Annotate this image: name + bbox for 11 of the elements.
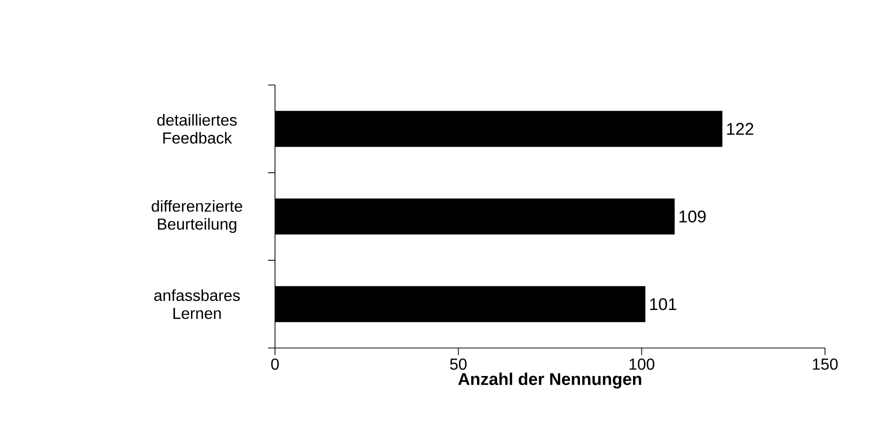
data-label: 109	[679, 210, 706, 222]
x-tick-label: 100	[630, 358, 654, 370]
x-tick-label: 50	[450, 358, 467, 370]
x-axis-title: Anzahl der Nennungen	[458, 372, 642, 389]
y-tick-label: detailliertes Feedback	[157, 114, 237, 144]
x-tick-label: 0	[271, 358, 279, 370]
data-label: 122	[727, 122, 754, 135]
x-tick-label: 150	[812, 358, 838, 370]
y-tick-label: differenzierte Beurteilung	[152, 200, 242, 233]
y-tick-label: anfassbares Lernen	[154, 289, 240, 319]
data-label: 101	[650, 298, 676, 310]
